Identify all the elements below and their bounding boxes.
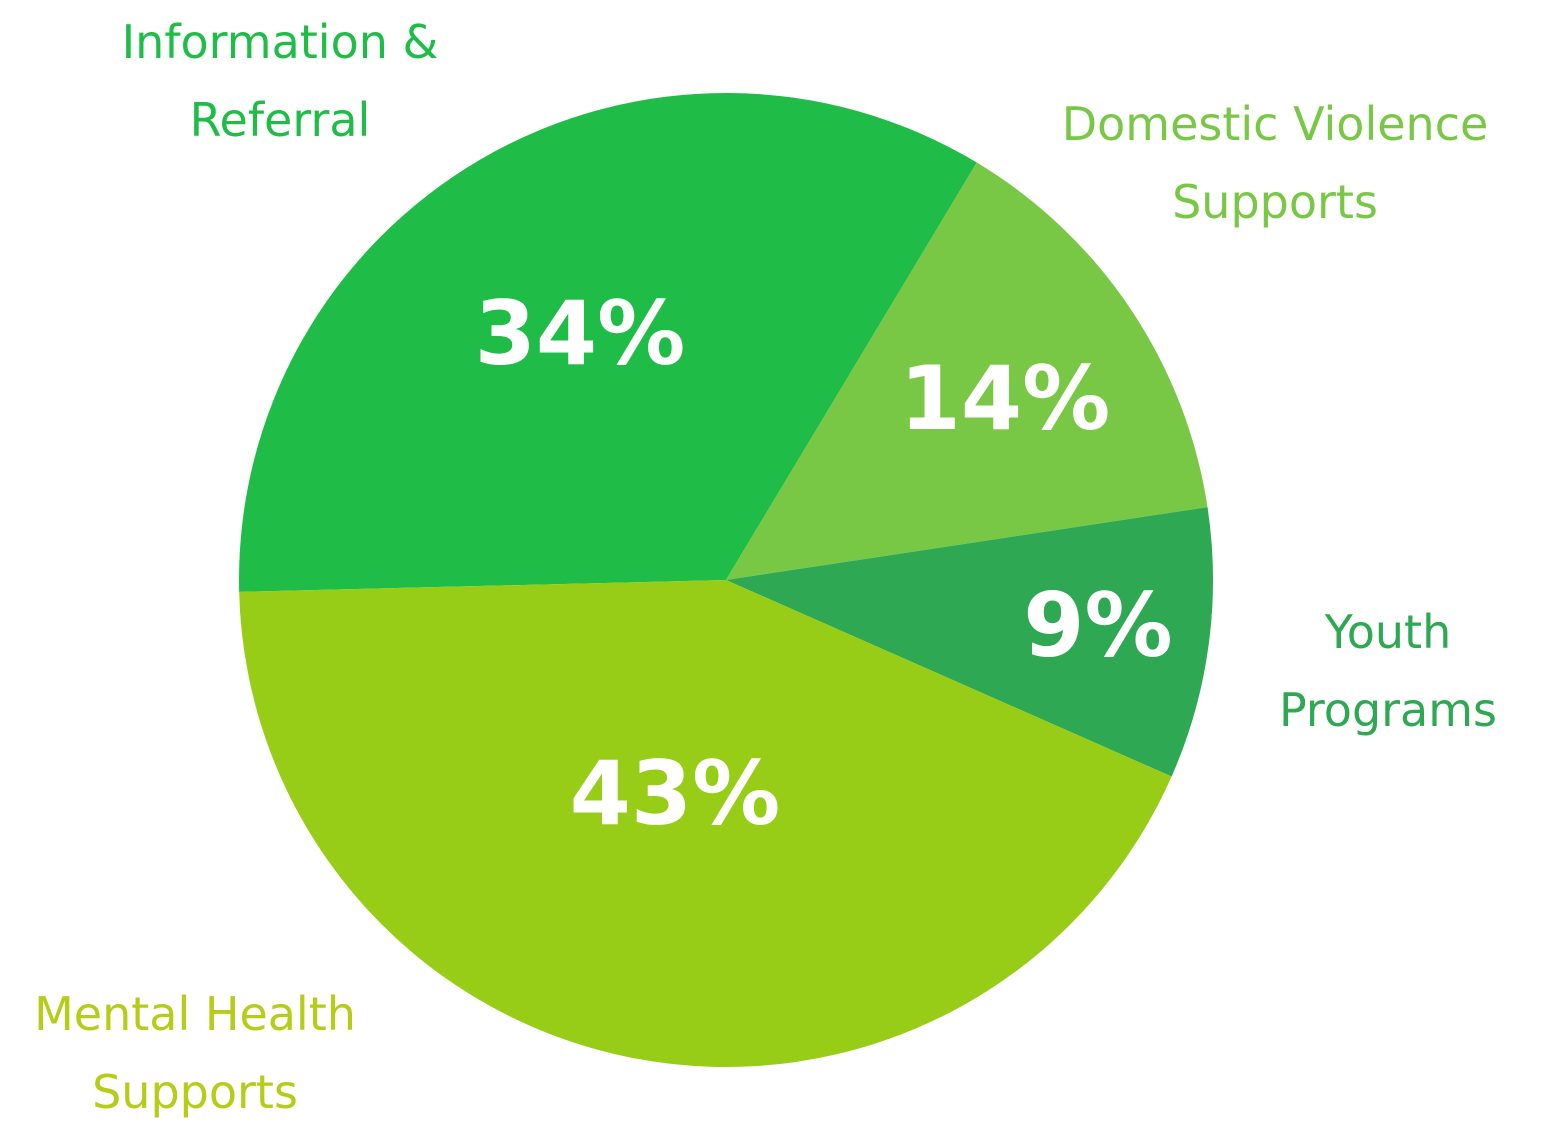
slice-category-label: Domestic Violence Supports [1061, 97, 1489, 229]
slice-value-label: 14% [900, 347, 1111, 450]
slice-category-label: Youth Programs [1278, 605, 1498, 737]
slice-value-label: 43% [570, 742, 781, 845]
slice-value-label: 34% [475, 282, 686, 385]
pie-slice [726, 507, 1213, 777]
pie-slice [726, 162, 1208, 581]
slice-value-label: 9% [1023, 574, 1172, 677]
slice-category-label: Information & Referral [121, 15, 439, 147]
pie-slice [239, 93, 977, 592]
pie-slice [239, 580, 1172, 1068]
slice-category-label: Mental Health Supports [34, 987, 356, 1119]
